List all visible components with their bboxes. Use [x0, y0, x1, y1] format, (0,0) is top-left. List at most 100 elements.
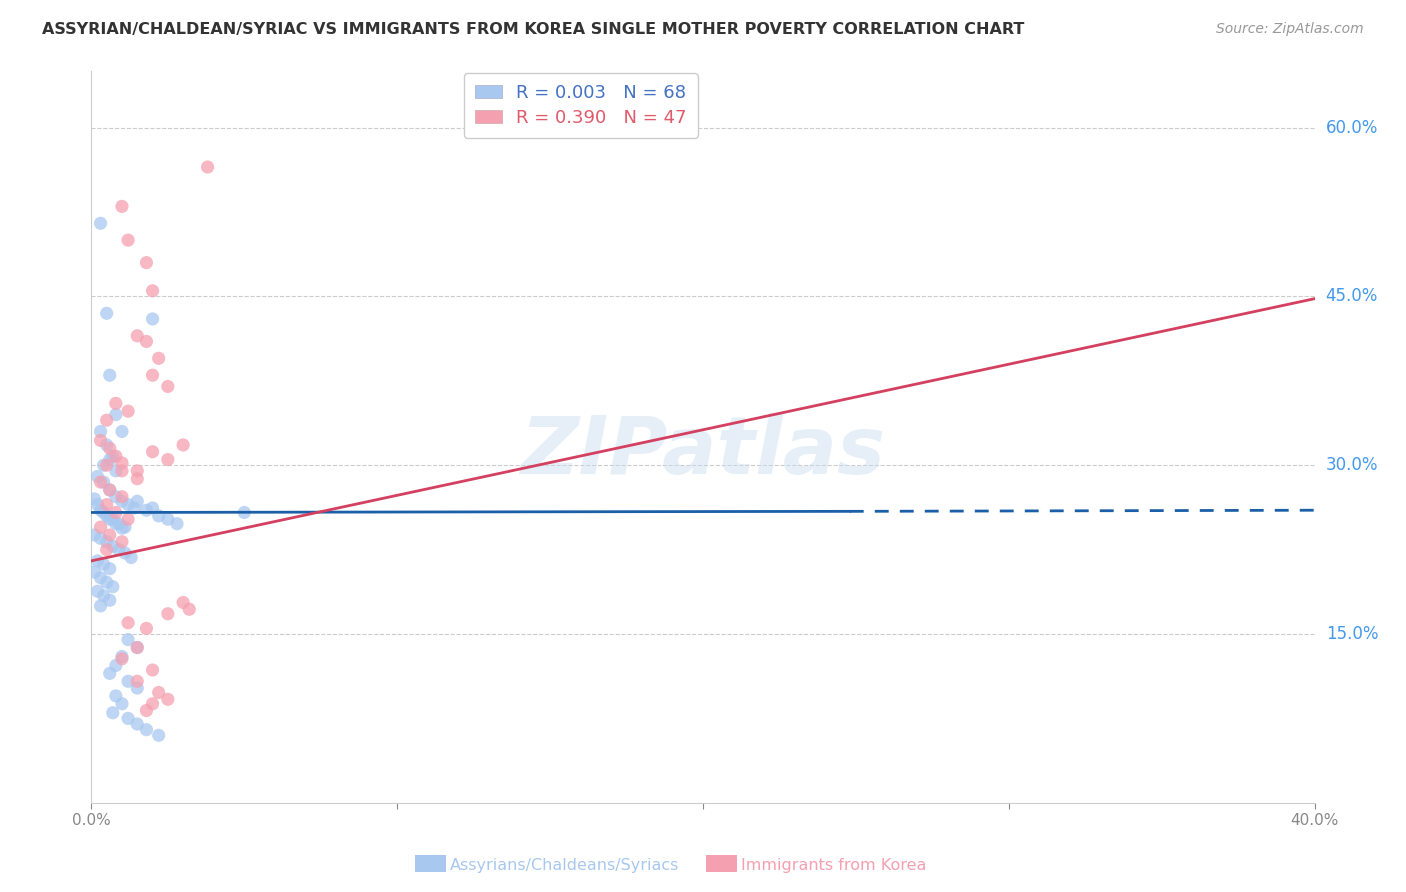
- Point: [141, 368, 163, 383]
- Point: [90, 503, 112, 517]
- Point: [90, 475, 112, 489]
- Point: [83, 528, 105, 542]
- Point: [86, 469, 108, 483]
- Point: [127, 681, 149, 695]
- Point: [135, 723, 157, 737]
- Point: [156, 452, 179, 467]
- Point: [98, 512, 121, 526]
- Point: [96, 542, 118, 557]
- Point: [98, 368, 121, 383]
- Point: [90, 520, 112, 534]
- Text: 60.0%: 60.0%: [1326, 119, 1378, 136]
- Point: [148, 685, 170, 699]
- Point: [111, 534, 134, 549]
- Text: Source: ZipAtlas.com: Source: ZipAtlas.com: [1216, 22, 1364, 37]
- Point: [127, 717, 149, 731]
- Point: [104, 396, 127, 410]
- Point: [93, 475, 115, 489]
- Point: [127, 464, 149, 478]
- Point: [117, 404, 139, 418]
- Point: [141, 312, 163, 326]
- Point: [179, 602, 201, 616]
- Point: [111, 649, 134, 664]
- Point: [90, 571, 112, 585]
- Point: [104, 464, 127, 478]
- Point: [108, 516, 131, 531]
- Point: [98, 528, 121, 542]
- Point: [98, 483, 121, 497]
- Point: [135, 255, 157, 269]
- Point: [98, 483, 121, 497]
- Legend: R = 0.003   N = 68, R = 0.390   N = 47: R = 0.003 N = 68, R = 0.390 N = 47: [464, 73, 697, 138]
- Point: [86, 584, 108, 599]
- Point: [141, 663, 163, 677]
- Point: [117, 674, 139, 689]
- Point: [96, 413, 118, 427]
- Point: [96, 534, 118, 549]
- Point: [111, 494, 134, 508]
- Point: [135, 334, 157, 349]
- Point: [135, 621, 157, 635]
- Point: [98, 562, 121, 576]
- Point: [96, 498, 118, 512]
- Point: [86, 498, 108, 512]
- Point: [117, 711, 139, 725]
- Point: [98, 442, 121, 456]
- Point: [156, 607, 179, 621]
- Point: [96, 438, 118, 452]
- Point: [127, 674, 149, 689]
- Point: [141, 500, 163, 515]
- Point: [101, 580, 124, 594]
- Point: [98, 452, 121, 467]
- Point: [90, 599, 112, 613]
- Point: [104, 658, 127, 673]
- Point: [148, 728, 170, 742]
- Point: [101, 539, 124, 553]
- Point: [114, 520, 136, 534]
- Point: [111, 652, 134, 666]
- Point: [93, 506, 115, 520]
- Point: [120, 550, 142, 565]
- Point: [172, 438, 194, 452]
- Point: [96, 575, 118, 590]
- Point: [96, 508, 118, 523]
- Point: [122, 500, 145, 515]
- Point: [93, 558, 115, 572]
- Point: [127, 472, 149, 486]
- Point: [166, 516, 188, 531]
- Text: Assyrians/Chaldeans/Syriacs: Assyrians/Chaldeans/Syriacs: [450, 858, 679, 872]
- Point: [135, 704, 157, 718]
- Point: [141, 697, 163, 711]
- Point: [98, 593, 121, 607]
- Point: [93, 458, 115, 473]
- Text: 45.0%: 45.0%: [1326, 287, 1378, 305]
- Point: [90, 434, 112, 448]
- Text: 30.0%: 30.0%: [1326, 456, 1378, 475]
- Point: [101, 449, 124, 463]
- Point: [117, 632, 139, 647]
- Point: [96, 306, 118, 320]
- Point: [104, 689, 127, 703]
- Text: ASSYRIAN/CHALDEAN/SYRIAC VS IMMIGRANTS FROM KOREA SINGLE MOTHER POVERTY CORRELAT: ASSYRIAN/CHALDEAN/SYRIAC VS IMMIGRANTS F…: [42, 22, 1025, 37]
- Point: [101, 512, 124, 526]
- Point: [96, 458, 118, 473]
- Point: [233, 506, 256, 520]
- Point: [93, 589, 115, 603]
- Point: [117, 233, 139, 247]
- Point: [90, 532, 112, 546]
- Point: [104, 490, 127, 504]
- Point: [127, 494, 149, 508]
- Text: 15.0%: 15.0%: [1326, 625, 1378, 643]
- Point: [111, 456, 134, 470]
- Point: [156, 379, 179, 393]
- Point: [156, 692, 179, 706]
- Point: [197, 160, 219, 174]
- Text: Immigrants from Korea: Immigrants from Korea: [741, 858, 927, 872]
- Point: [111, 521, 134, 535]
- Point: [148, 351, 170, 366]
- Point: [108, 542, 131, 557]
- Point: [135, 503, 157, 517]
- Point: [104, 516, 127, 531]
- Point: [98, 666, 121, 681]
- Point: [104, 449, 127, 463]
